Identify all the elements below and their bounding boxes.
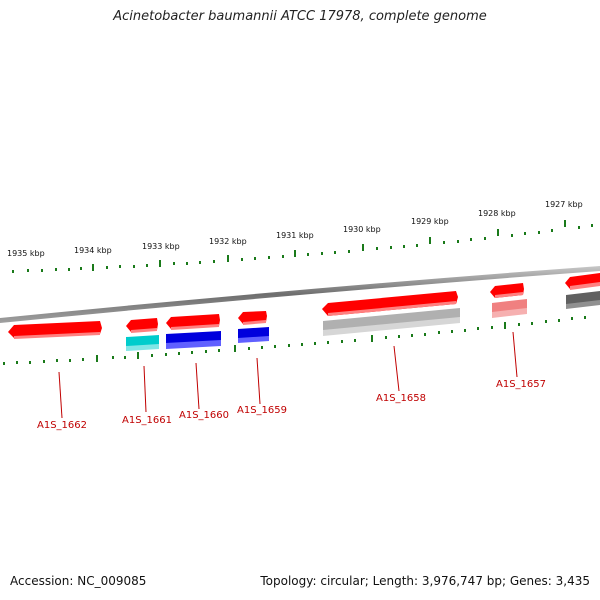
- kbp-tick-label: 1931 kbp: [276, 231, 314, 240]
- gene-a1s-1659[interactable]: A1S_1659: [237, 311, 287, 416]
- gene-a1s-1660[interactable]: A1S_1660: [166, 314, 229, 421]
- kbp-tick-label: 1935 kbp: [7, 249, 45, 258]
- kbp-tick-label: 1933 kbp: [142, 242, 180, 251]
- kbp-tick-label: 1927 kbp: [545, 200, 583, 209]
- gene-a1s-1661[interactable]: A1S_1661: [122, 318, 172, 426]
- map-title: Acinetobacter baumannii ATCC 17978, comp…: [113, 9, 487, 24]
- kbp-tick-label: 1932 kbp: [209, 237, 247, 246]
- gene-a1s-1662[interactable]: A1S_1662: [8, 321, 102, 431]
- gene-label: A1S_1658: [376, 393, 426, 404]
- accession-label: Accession: NC_009085: [10, 574, 147, 588]
- lower-tick-row: [3, 316, 586, 365]
- gene-label: A1S_1662: [37, 420, 87, 431]
- gene-a1s-1658[interactable]: A1S_1658: [322, 291, 460, 404]
- gene-label: A1S_1660: [179, 410, 229, 421]
- gene-a1s-1657[interactable]: A1S_1657: [490, 283, 546, 390]
- genome-backbone: [0, 266, 600, 323]
- kbp-tick-label: 1934 kbp: [74, 246, 112, 255]
- kbp-tick-label: 1928 kbp: [478, 209, 516, 218]
- gene-label: A1S_1657: [496, 379, 546, 390]
- kbp-tick-label: 1929 kbp: [411, 217, 449, 226]
- gene-label: A1S_1661: [122, 415, 172, 426]
- gene-partial-right-edge[interactable]: [565, 273, 600, 309]
- gene-label: A1S_1659: [237, 405, 287, 416]
- genome-summary: Topology: circular; Length: 3,976,747 bp…: [260, 574, 590, 588]
- kbp-tick-label: 1930 kbp: [343, 225, 381, 234]
- upper-tick-row: 1935 kbp 1934 kbp 1933 kbp 1932 kbp 1931…: [7, 200, 593, 273]
